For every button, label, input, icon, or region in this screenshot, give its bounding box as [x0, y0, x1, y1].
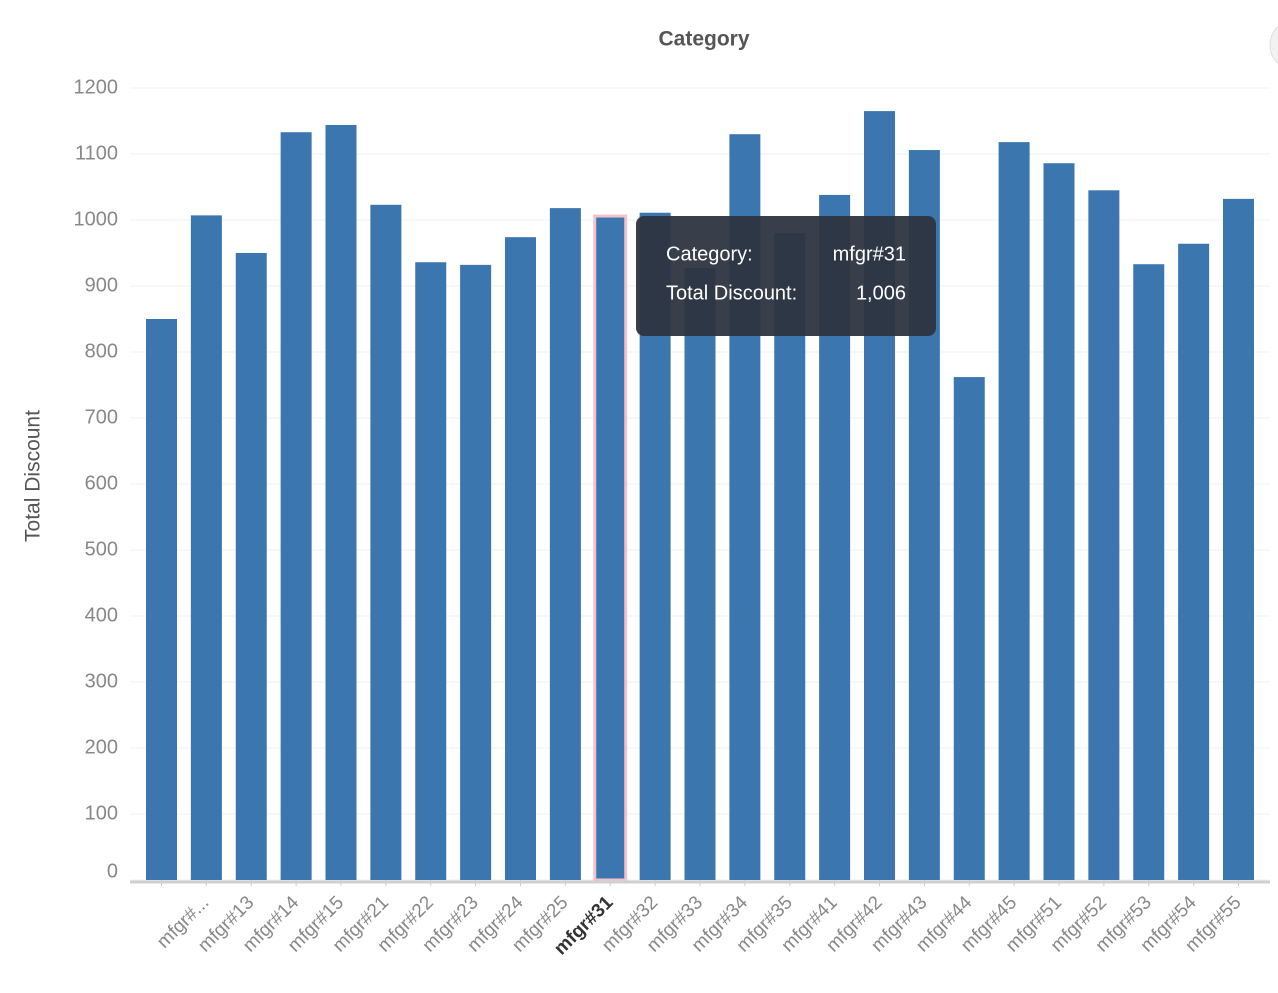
bar: [774, 233, 806, 880]
bar: [280, 132, 312, 881]
tooltip-value: mfgr#31: [833, 243, 906, 265]
bar: [549, 208, 581, 880]
bar: [953, 377, 985, 880]
bar: [505, 237, 536, 880]
bar: [593, 214, 628, 882]
chart-title: Category: [658, 28, 749, 51]
y-tick-label: 300: [85, 670, 118, 692]
corner-button[interactable]: [1269, 20, 1278, 70]
bar: [1133, 264, 1165, 881]
bar: [1223, 198, 1254, 880]
y-tick-label: 900: [85, 274, 118, 296]
bar: [415, 262, 447, 880]
bar: [1088, 190, 1120, 881]
y-tick-label: 1200: [74, 76, 119, 98]
tooltip-box: [636, 216, 936, 336]
y-tick-label: 500: [85, 538, 118, 560]
tooltip: Category: mfgr#31 Total Discount: 1,006: [636, 216, 936, 336]
y-tick-label: 0: [107, 860, 118, 882]
y-tick-label: 700: [85, 406, 118, 428]
bar: [325, 124, 357, 880]
bar: [370, 204, 402, 880]
bar: [1043, 163, 1075, 881]
bar: [684, 268, 716, 880]
y-tick-label: 1100: [75, 142, 118, 164]
bar: [146, 319, 177, 880]
bar: [235, 253, 267, 880]
bar: [998, 142, 1030, 880]
tooltip-value: 1,006: [856, 282, 906, 304]
y-tick-label: 200: [85, 736, 118, 758]
tooltip-key: Total Discount:: [666, 282, 797, 304]
y-tick-label: 600: [85, 472, 118, 494]
y-tick-label: 100: [85, 802, 118, 824]
tooltip-key: Category:: [666, 243, 753, 265]
y-tick-label: 1000: [74, 208, 119, 230]
y-axis-label: Total Discount: [22, 410, 45, 542]
bar: [1178, 243, 1210, 880]
bar: [460, 264, 492, 880]
bar: [190, 215, 222, 880]
y-tick-label: 800: [85, 340, 118, 362]
y-tick-label: 400: [85, 604, 118, 626]
